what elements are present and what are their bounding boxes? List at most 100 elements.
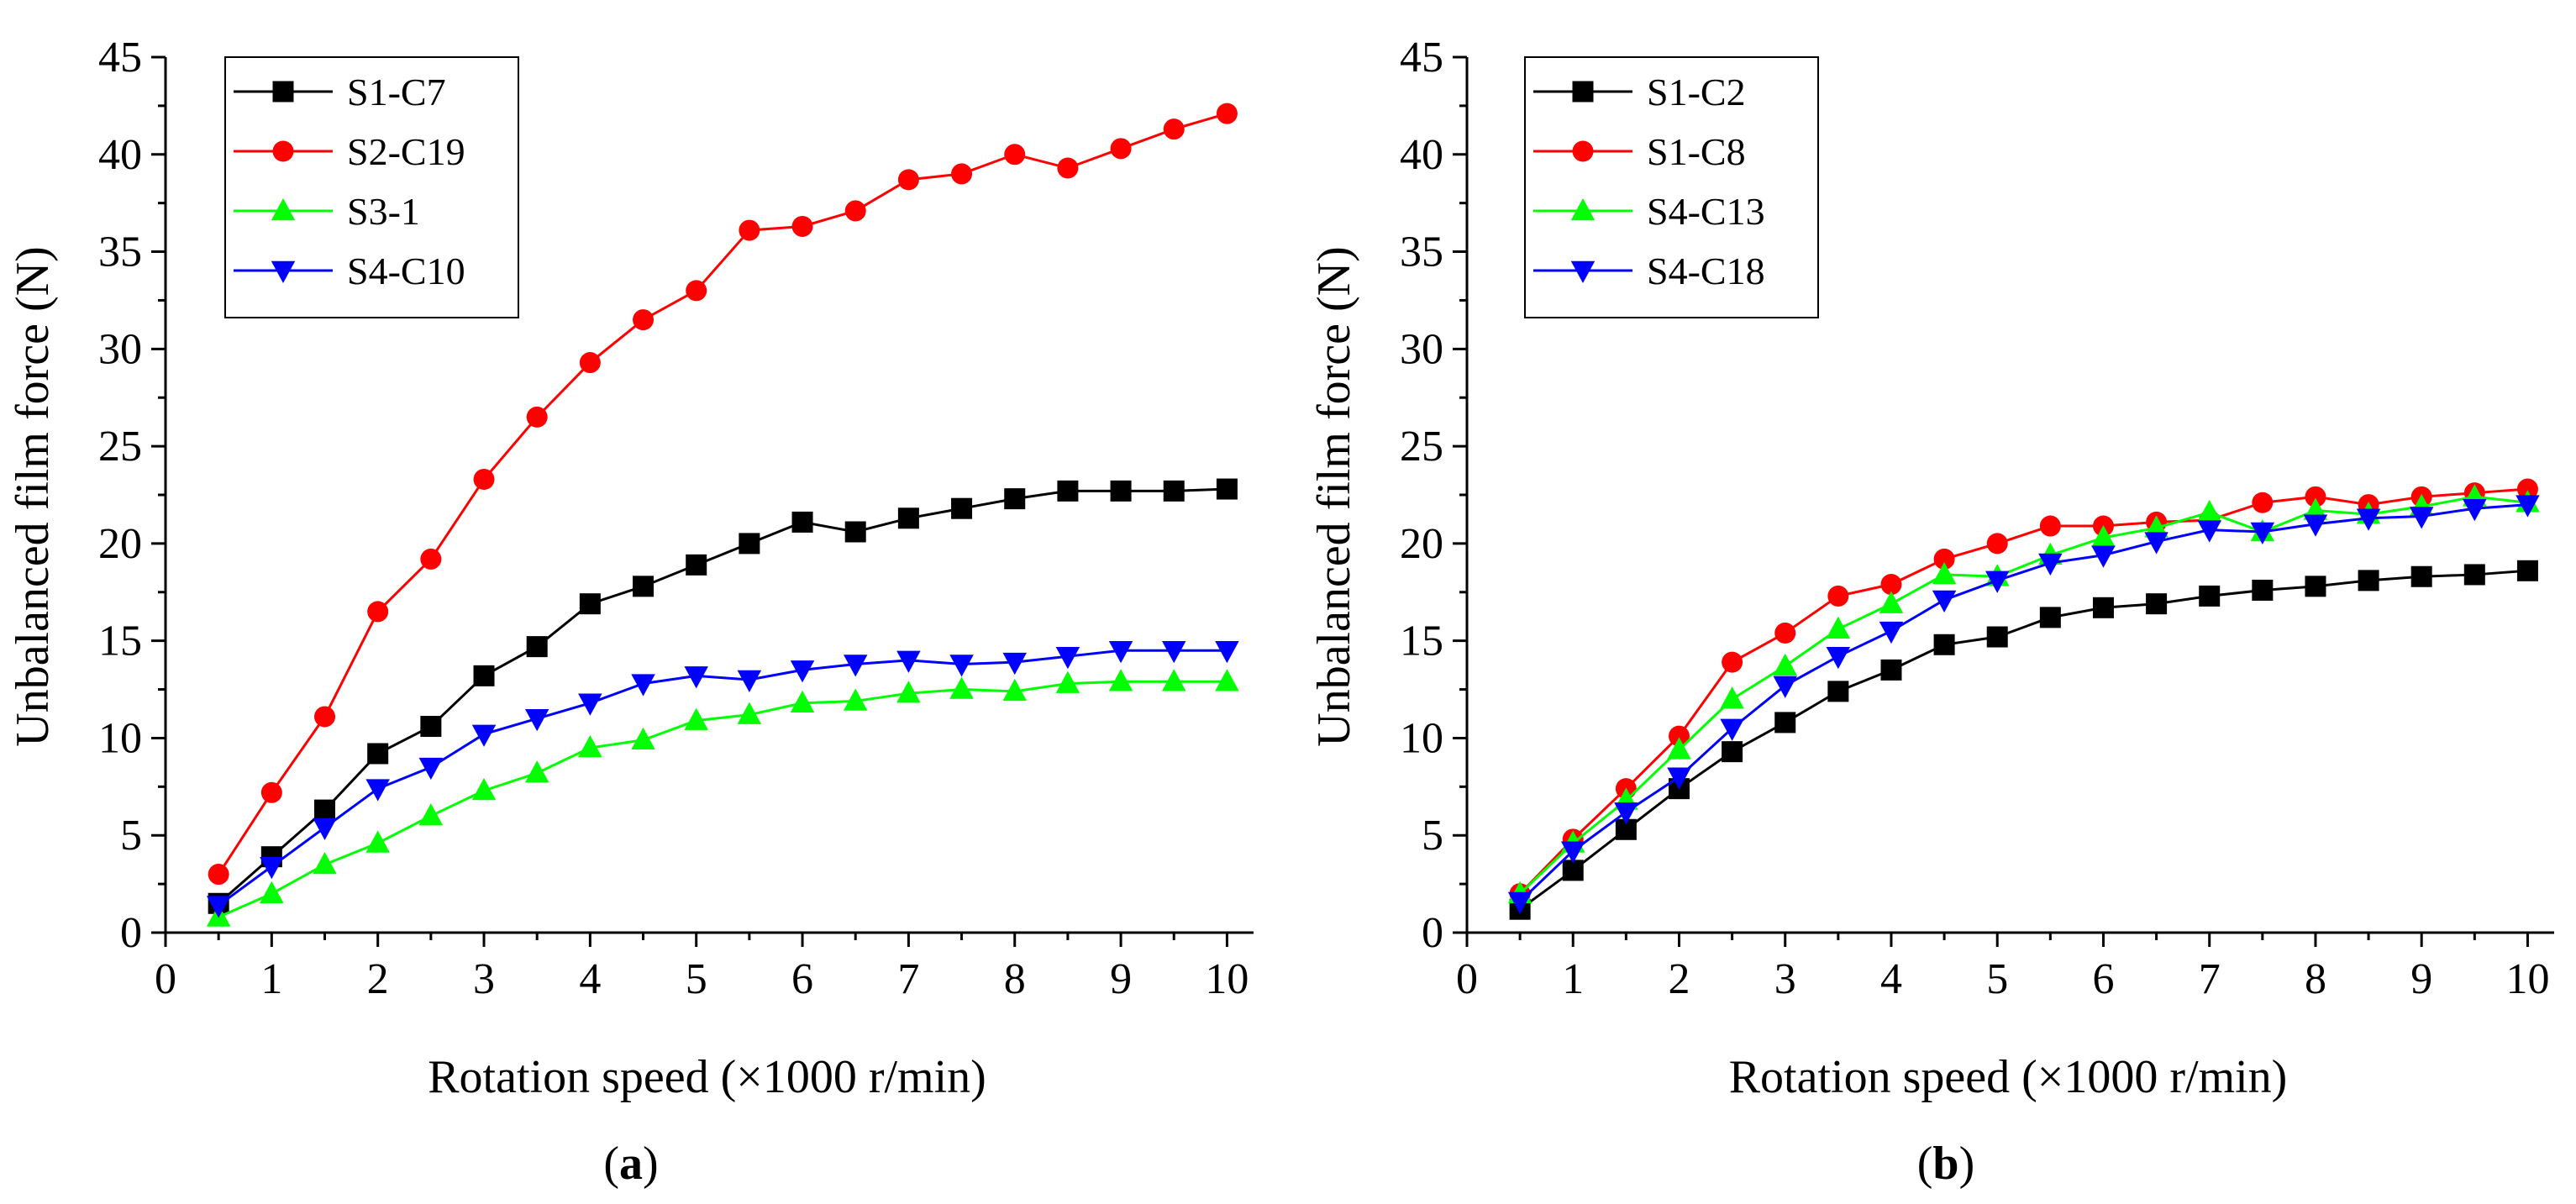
data-point: [791, 215, 813, 237]
legend-marker: [272, 140, 294, 162]
data-point: [2463, 564, 2485, 586]
data-point: [896, 650, 921, 673]
data-point: [1215, 669, 1239, 691]
data-point: [2303, 514, 2328, 537]
data-point: [2199, 585, 2221, 607]
data-point: [1933, 634, 1955, 655]
y-tick-label: 40: [1400, 131, 1443, 179]
y-tick-label: 0: [1422, 909, 1443, 957]
x-tick-label: 6: [791, 955, 813, 1003]
x-tick-label: 0: [1456, 955, 1478, 1003]
x-tick-label: 8: [2305, 955, 2326, 1003]
x-tick-label: 2: [367, 955, 389, 1003]
legend-marker: [1570, 260, 1596, 283]
y-tick-label: 0: [120, 909, 142, 957]
data-point: [686, 280, 707, 302]
data-point: [260, 781, 282, 803]
data-point: [2409, 507, 2434, 529]
data-point: [578, 693, 602, 716]
data-point: [2305, 576, 2326, 597]
x-tick-label: 8: [1004, 955, 1026, 1003]
data-point: [1879, 621, 1904, 644]
data-point: [1879, 591, 1904, 613]
data-point: [633, 309, 655, 331]
data-point: [684, 666, 708, 689]
data-point: [1057, 157, 1079, 179]
series-line-S3-1: [218, 680, 1228, 918]
data-point: [1722, 651, 1743, 673]
y-tick-label: 15: [98, 618, 142, 665]
data-point: [790, 660, 815, 683]
legend-marker: [271, 260, 296, 283]
data-point: [471, 724, 497, 747]
series-S4-C18: [1507, 495, 2540, 914]
data-point: [631, 674, 655, 697]
data-point: [844, 521, 866, 543]
y-tick-label: 30: [1400, 325, 1443, 373]
data-point: [579, 352, 601, 374]
legend-marker: [1570, 198, 1596, 221]
data-point: [631, 727, 655, 750]
x-axis-label: Rotation speed (×1000 r/min): [428, 1051, 986, 1103]
data-point: [1986, 533, 2008, 555]
data-point: [2144, 515, 2169, 538]
data-point: [1216, 478, 1238, 500]
legend-entry-label: S1-C2: [1647, 71, 1746, 113]
data-point: [1562, 860, 1584, 881]
x-tick-label: 3: [1774, 955, 1796, 1003]
x-tick-label: 10: [2505, 955, 2549, 1003]
data-point: [2146, 593, 2168, 615]
data-point: [314, 799, 336, 821]
y-tick-label: 25: [98, 423, 142, 471]
data-point: [1827, 681, 1849, 702]
y-axis-label: Unbalanced film force (N): [7, 246, 59, 747]
data-point: [949, 676, 974, 699]
legend-marker: [1572, 81, 1594, 103]
y-tick-label: 35: [1400, 229, 1443, 276]
data-point: [2252, 579, 2274, 601]
y-axis-label: Unbalanced film force (N): [1308, 246, 1360, 747]
data-point: [1108, 669, 1133, 691]
data-point: [1004, 488, 1026, 510]
legend-entry-label: S4-C10: [347, 250, 465, 292]
data-point: [418, 803, 444, 826]
data-point: [1161, 640, 1186, 664]
legend-entry-label: S4-C18: [1647, 250, 1765, 292]
x-tick-label: 5: [1986, 955, 2008, 1003]
data-point: [2252, 492, 2274, 513]
series-S1-C8: [1509, 478, 2538, 905]
data-point: [684, 707, 708, 730]
data-point: [473, 665, 495, 686]
data-point: [737, 670, 762, 692]
data-point: [471, 777, 497, 801]
chart-panel-a: (a) 0 1 2 3 4 5 6 7 8 9 10051015202530354045Rotati…: [7, 34, 1254, 1190]
data-point: [208, 864, 229, 886]
y-tick-label: 45: [1400, 34, 1443, 81]
data-point: [1774, 622, 1796, 644]
data-point: [1827, 585, 1849, 607]
data-point: [791, 511, 813, 533]
data-point: [473, 468, 495, 490]
data-point: [1667, 767, 1691, 790]
x-tick-label: 3: [473, 955, 495, 1003]
series-S2-C19: [208, 103, 1238, 886]
series-S1-C2: [1509, 560, 2538, 920]
data-point: [739, 533, 760, 555]
data-point: [843, 655, 868, 677]
legend-entry-label: S3-1: [347, 190, 420, 233]
data-point: [896, 681, 921, 703]
data-point: [314, 706, 336, 728]
x-tick-label: 4: [579, 955, 601, 1003]
x-tick-label: 1: [1562, 955, 1584, 1003]
data-point: [951, 163, 973, 185]
data-point: [949, 655, 974, 677]
data-point: [1163, 480, 1185, 502]
data-point: [420, 716, 442, 738]
data-point: [1216, 103, 1238, 124]
data-point: [1215, 640, 1239, 664]
legend: S1-C7 S2-C19 S3-1 S4-C10: [224, 56, 519, 318]
data-point: [420, 548, 442, 570]
series-line-S4-C18: [1519, 503, 2528, 903]
x-tick-label: 9: [1110, 955, 1132, 1003]
data-point: [1055, 670, 1080, 693]
